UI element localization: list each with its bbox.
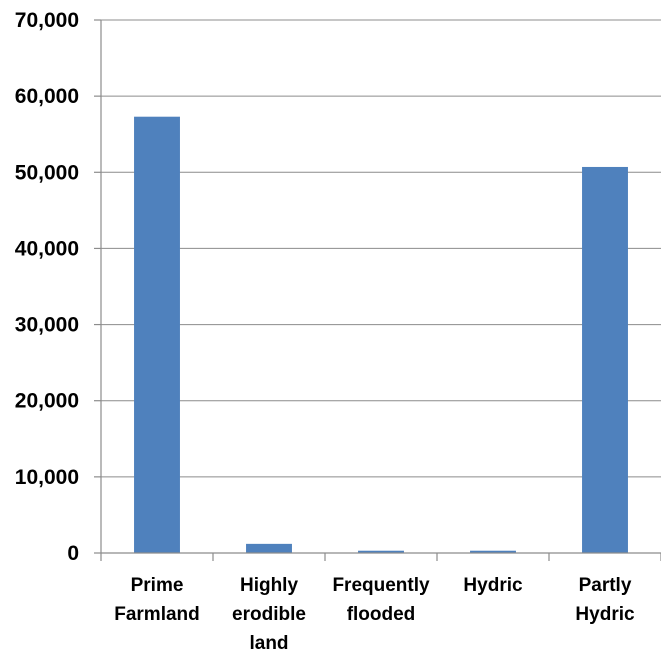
y-tick-label: 40,000: [15, 237, 79, 260]
x-category-label: Partly Hydric: [575, 575, 635, 625]
x-category-label: Frequently flooded: [332, 575, 430, 625]
y-tick-label: 0: [67, 542, 79, 565]
gridlines: [101, 19, 661, 478]
y-tick-label: 30,000: [15, 314, 79, 337]
x-category-label-line: Partly: [579, 575, 632, 596]
bar: [134, 116, 180, 554]
y-tick-label: 70,000: [15, 9, 79, 32]
x-category-label-line: land: [249, 633, 288, 652]
y-tick-label: 60,000: [15, 85, 79, 108]
x-category-label-line: Farmland: [114, 604, 200, 625]
x-category-label-line: Prime: [131, 575, 184, 596]
axes: [94, 19, 661, 561]
x-category-label-line: Highly: [240, 575, 298, 596]
y-tick-label: 50,000: [15, 161, 79, 184]
x-category-label-line: flooded: [347, 604, 416, 625]
x-category-label: Highly erodible land: [232, 575, 306, 652]
x-category-label: Hydric: [463, 575, 523, 596]
y-tick-label: 10,000: [15, 466, 79, 489]
bar: [470, 550, 516, 553]
x-category-label-line: Frequently: [332, 575, 430, 596]
x-category-label-line: erodible: [232, 604, 306, 625]
x-category-label-line: Hydric: [575, 604, 635, 625]
bar: [582, 166, 628, 553]
bar: [358, 550, 404, 553]
bars: [134, 116, 628, 554]
x-category-label-line: Hydric: [463, 575, 523, 596]
y-tick-labels: 0 10,000 20,000 30,000 40,000 50,000 60,000 70,…: [15, 9, 79, 565]
x-category-label: Prime Farmland: [114, 575, 200, 625]
bar: [246, 543, 292, 553]
x-category-labels: Prime Farmland Highly erodible land Frequentl…: [114, 575, 635, 652]
y-tick-label: 20,000: [15, 390, 79, 413]
